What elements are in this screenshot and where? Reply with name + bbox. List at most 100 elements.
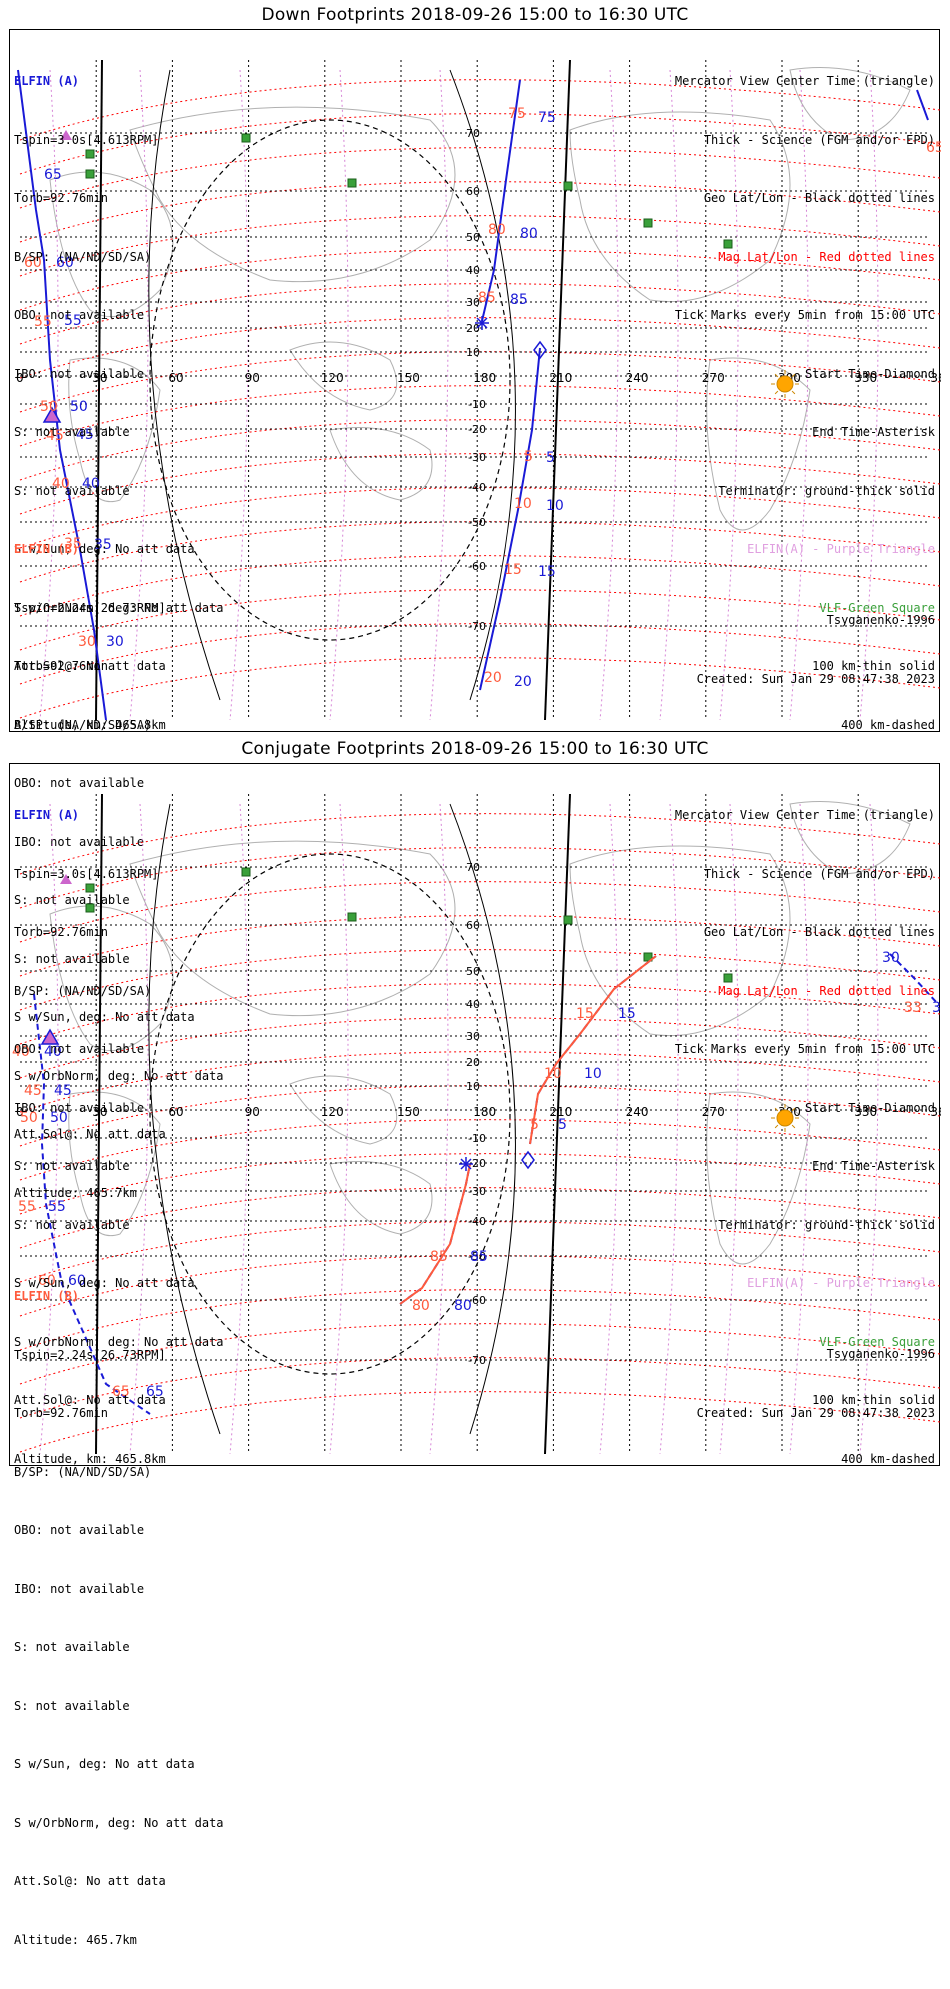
track-tick-label: 60 [68,1273,86,1289]
mag-lat-line [19,1289,941,1351]
track-tick-label: 60 [38,1273,56,1289]
info-line: S w/Sun, deg: No att data [14,1276,195,1290]
info-line: S: not available [14,1159,130,1173]
info-line: S: not available [14,483,130,498]
track-tick-label: 50 [40,399,58,415]
terminator-curve [449,803,516,1435]
info-line: Tspin=2.24s[26.73RPM] [14,600,166,615]
info-line: OBO: not available [14,776,145,790]
track-tick-label: 30 [78,634,96,650]
track-tick-label: 35 [932,1000,941,1016]
track-tick-label: 80 [412,1298,430,1314]
lon-tick-label: 90 [245,1105,260,1119]
mag-lat-line [19,351,941,413]
lat-tick-label: -20 [468,423,486,436]
track-tick-label: 85 [470,1249,488,1265]
legend-line: Mag Lat/Lon - Red dotted lines [718,983,935,998]
lon-tick-label: 330 [854,371,877,385]
track-tick-label: 20 [514,674,532,690]
track-tick-label: 40 [44,1044,62,1060]
coastline-path [289,1075,398,1145]
lat-tick-label: 60 [466,919,480,932]
track-tick-label: 50 [50,1110,68,1126]
track-tick-label: 15 [576,1006,594,1022]
coastline-path [49,905,174,1052]
mag-grid-layer [19,79,941,719]
lat-tick-label: 10 [466,346,480,359]
track-tick-label: 15 [504,562,522,578]
mag-lat-line [19,1221,941,1283]
info-line: Altitude: 465.7km [14,1932,137,1947]
track-tick-label: 10 [514,496,532,512]
coastline-path [569,845,791,1037]
mag-lat-line [19,249,941,311]
info-line: S: not available [14,951,130,966]
track-tick-label: 10 [584,1066,602,1082]
sun-disc [776,1109,794,1127]
track-tick-label: 40 [52,476,70,492]
legend-conjugate: Mercator View Center Time (triangle) Thi… [675,767,935,1508]
info-line: S w/OrbNorm, deg: No att data [14,1815,224,1830]
lat-tick-label: -20 [468,1157,486,1170]
track-tick-label: 45 [54,1083,72,1099]
track-tick-label: 75 [538,110,556,126]
lon-tick-labels: 0306090120150180210240270300330360 [16,1105,941,1119]
mag-meridian-layer [39,69,879,721]
vlf-square-icon [85,169,95,179]
lat-tick-label: 40 [466,998,480,1011]
mag-meridian-line [659,803,679,1455]
end-asterisk-icon [459,1157,473,1171]
info-line: S w/Sun, deg: No att data [14,1757,195,1771]
track-tick-label: 10 [544,1066,562,1082]
elfin-a-track-west [17,69,107,721]
mag-lat-line [19,317,941,379]
footer-right-conjugate: Tsyganenko-1996 Created: Sun Jan 29 08:4… [697,1306,935,1462]
mag-lat-line [19,113,941,175]
track-tick-label: 55 [18,1199,36,1215]
panel-title-down: Down Footprints 2018-09-26 15:00 to 16:3… [261,5,689,25]
info-line: IBO: not available [14,1581,145,1596]
mag-lat-line [19,1255,941,1317]
coastline-path [68,357,161,502]
sun-ray [791,373,796,378]
legend-line: VLF-Green Square [819,1334,935,1349]
start-diamond-icon [533,340,547,360]
coastline-path [68,1091,161,1236]
info-line: S w/OrbNorm, deg: No att data [14,600,224,615]
track-tick-label: 30 [106,634,124,650]
lon-tick-label: 180 [473,371,496,385]
info-line: B/SP: (NA/ND/SD/SA) [14,983,152,998]
mag-meridian-layer [39,803,879,1455]
mag-meridian-line [329,69,349,721]
elfin-a-track-south [479,347,541,691]
lon-tick-label: 240 [626,1105,649,1119]
lon-tick-label: 210 [549,371,572,385]
created-timestamp: Created: Sun Jan 29 08:47:38 2023 [696,1405,935,1420]
lat-tick-label: 20 [466,1056,480,1069]
vlf-square-icon [347,912,357,922]
lon-tick-label: 180 [473,1105,496,1119]
elfin-b-label: ELFIN (B) [14,1289,80,1303]
vlf-square-icon [241,133,251,143]
info-line: OBO: not available [14,1042,145,1056]
terminator-layer [95,793,571,1455]
info-line: S: not available [14,893,130,907]
elfin-a-track-east [916,89,929,121]
purple-triangle-icon [60,130,72,140]
elfin-a-info-conjugate: ELFIN (A) Tspin=3.0s[4.613RPM] Torb=92.7… [14,767,224,1508]
mag-meridian-line [39,803,59,1455]
vlf-square-icon [563,181,573,191]
map-panel-conjugate: 70 60 50 40 30 20 10 -10 -20 -30 -40 -50 -60 -70 0 30 60… [9,763,941,1947]
lon-tick-label: 90 [245,371,260,385]
lat-tick-label: 70 [466,861,480,874]
track-tick-label: 33 [904,1000,922,1016]
lon-tick-label: 120 [321,371,344,385]
elfin-a-tick-labels: 5 10 15 30 35 85 80 40 45 50 55 60 65 [44,950,941,1400]
info-line: IBO: not available [14,1100,145,1115]
vlf-square-icon [85,903,95,913]
lon-tick-label: 270 [702,371,725,385]
coastline-path [329,1161,433,1235]
mag-lat-line [19,147,941,209]
mag-lat-line [19,419,941,481]
legend-line: Start Time-Diamond [804,366,935,381]
